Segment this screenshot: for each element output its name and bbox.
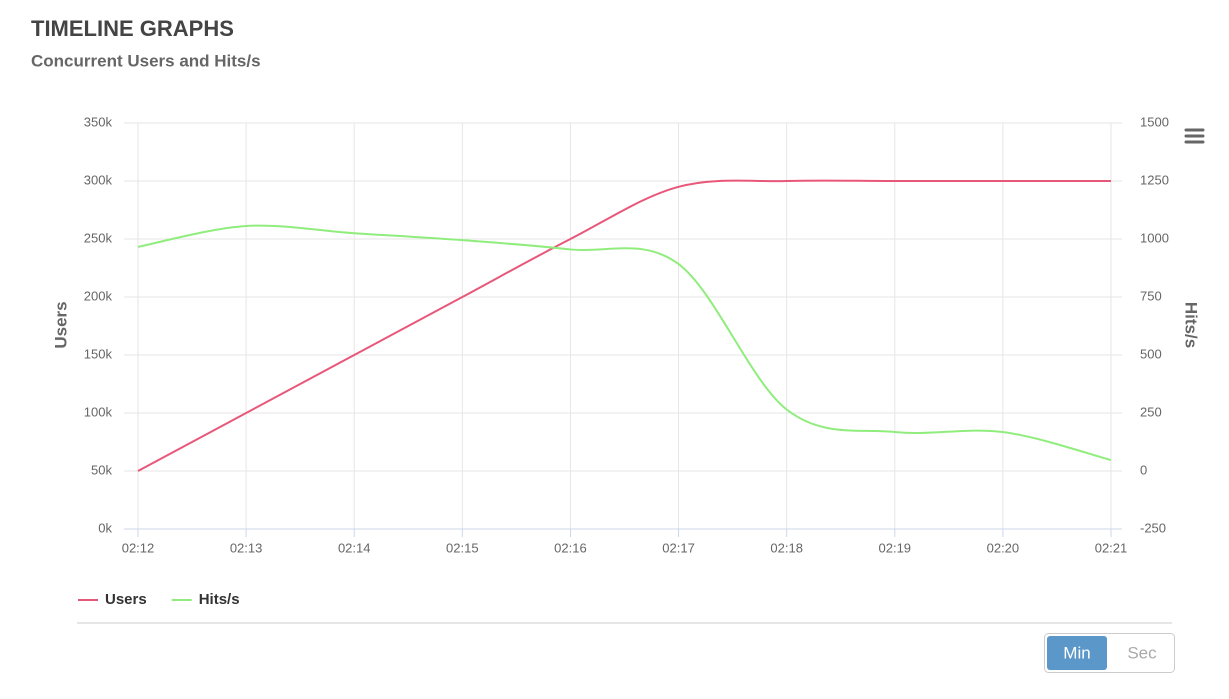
x-tick-label: 02:19: [879, 540, 912, 555]
y2-tick-label: 0: [1140, 462, 1147, 477]
y2-tick-label: 250: [1140, 404, 1162, 419]
y-tick-label: 0k: [98, 520, 112, 535]
y2-tick-label: 750: [1140, 288, 1162, 303]
button-min[interactable]: [1047, 636, 1107, 670]
x-tick-label: 02:16: [554, 540, 587, 555]
x-tick-label: 02:14: [338, 540, 371, 555]
y-axis-title: Users: [51, 301, 70, 348]
x-tick-label: 02:12: [122, 540, 155, 555]
y2-axis-title: Hits/s: [1182, 302, 1201, 348]
y-tick-label: 50k: [91, 462, 112, 477]
page-title: TIMELINE GRAPHS: [31, 16, 234, 41]
chart-title: Concurrent Users and Hits/s: [31, 51, 261, 70]
y2-tick-label: 1250: [1140, 172, 1169, 187]
x-tick-label: 02:15: [446, 540, 479, 555]
series-line: [137, 179, 1111, 472]
y-tick-label: 300k: [84, 172, 113, 187]
legend-label: Users: [105, 591, 147, 608]
menu-icon[interactable]: [1184, 128, 1205, 144]
series-line: [137, 224, 1112, 462]
y2-tick-label: 1000: [1140, 230, 1169, 245]
y2-tick-label: 500: [1140, 346, 1162, 361]
x-tick-label: 02:13: [230, 540, 263, 555]
x-tick-label: 02:20: [987, 540, 1020, 555]
y-tick-label: 150k: [84, 346, 113, 361]
x-tick-label: 02:21: [1095, 540, 1128, 555]
y-tick-label: 250k: [84, 230, 113, 245]
legend-label: Hits/s: [199, 591, 240, 608]
y2-tick-label: -250: [1140, 520, 1166, 535]
button-label[interactable]: Sec: [1127, 643, 1157, 662]
button-label[interactable]: Min: [1063, 643, 1090, 662]
y-tick-label: 350k: [84, 114, 113, 129]
x-tick-label: 02:18: [770, 540, 803, 555]
y-tick-label: 200k: [84, 288, 113, 303]
y2-tick-label: 1500: [1140, 114, 1169, 129]
y-tick-label: 100k: [84, 404, 113, 419]
x-tick-label: 02:17: [662, 540, 695, 555]
